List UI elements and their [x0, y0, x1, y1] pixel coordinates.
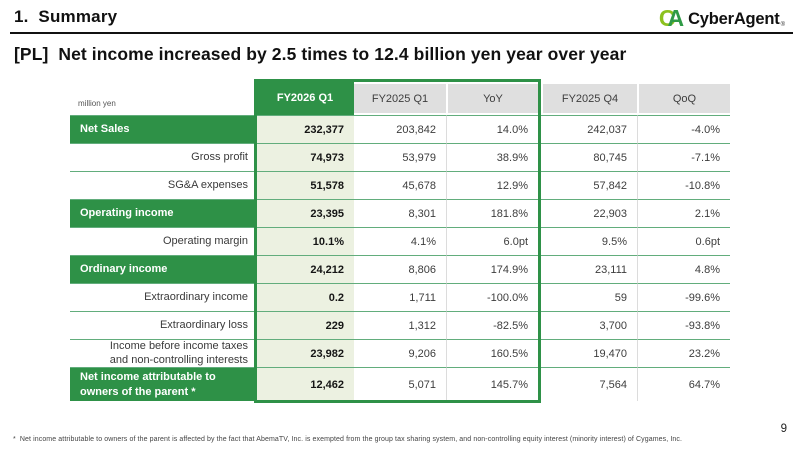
logo-ca-mark-icon: CA	[658, 5, 685, 31]
cell-value: 160.5%	[446, 339, 538, 367]
cell-value: 4.8%	[637, 255, 730, 283]
slide-headline: [PL] Net income increased by 2.5 times t…	[14, 44, 627, 64]
cell-value: 6.0pt	[446, 227, 538, 255]
cell-value: 232,377	[256, 115, 354, 143]
title-divider	[10, 32, 793, 34]
cell-value: -82.5%	[446, 311, 538, 339]
cell-value: 1,312	[354, 311, 446, 339]
cell-value: 9.5%	[543, 227, 637, 255]
row-label: Net Sales	[70, 115, 256, 143]
row-label: Ordinary income	[70, 255, 256, 283]
cell-value: -4.0%	[637, 115, 730, 143]
cell-value: 10.1%	[256, 227, 354, 255]
cell-value: 74,973	[256, 143, 354, 171]
row-label: Net income attributable to owners of the…	[70, 367, 256, 401]
cell-value: 0.6pt	[637, 227, 730, 255]
cell-value: 9,206	[354, 339, 446, 367]
cell-value: 22,903	[543, 199, 637, 227]
cell-value: -10.8%	[637, 171, 730, 199]
logo-wordmark: CyberAgent	[688, 9, 780, 28]
cell-value: 53,979	[354, 143, 446, 171]
cell-value: 3,700	[543, 311, 637, 339]
cell-value: 12.9%	[446, 171, 538, 199]
cell-value: 1,711	[354, 283, 446, 311]
cell-value: -93.8%	[637, 311, 730, 339]
cell-value: 5,071	[354, 367, 446, 401]
cyberagent-logo: CA CyberAgent ®	[658, 5, 785, 31]
cell-value: 57,842	[543, 171, 637, 199]
row-label: Extraordinary income	[70, 283, 256, 311]
registered-mark-icon: ®	[780, 22, 785, 28]
cell-value: 23.2%	[637, 339, 730, 367]
cell-value: 12,462	[256, 367, 354, 401]
cell-value: 24,212	[256, 255, 354, 283]
footnote-text: Net income attributable to owners of the…	[19, 436, 683, 443]
column-header-fy2026-q1: FY2026 Q1	[256, 81, 354, 115]
cell-value: 38.9%	[446, 143, 538, 171]
cell-value: 4.1%	[354, 227, 446, 255]
column-header-yoy: YoY	[446, 84, 538, 113]
row-label: SG&A expenses	[70, 171, 256, 199]
cell-value: -100.0%	[446, 283, 538, 311]
cell-value: 0.2	[256, 283, 354, 311]
cell-value: 23,982	[256, 339, 354, 367]
cell-value: 2.1%	[637, 199, 730, 227]
page-title: 1. Summary	[14, 7, 118, 26]
row-label: Operating income	[70, 199, 256, 227]
row-label: Income before income taxes and non-contr…	[70, 339, 256, 367]
cell-value: 145.7%	[446, 367, 538, 401]
cell-value: 242,037	[543, 115, 637, 143]
cell-value: 19,470	[543, 339, 637, 367]
page-number: 9	[780, 423, 787, 435]
cell-value: 229	[256, 311, 354, 339]
cell-value: 14.0%	[446, 115, 538, 143]
cell-value: 80,745	[543, 143, 637, 171]
cell-value: 8,806	[354, 255, 446, 283]
column-header-fy2025-q4: FY2025 Q4	[543, 84, 637, 113]
footnote: * Net income attributable to owners of th…	[13, 436, 753, 443]
cell-value: 23,395	[256, 199, 354, 227]
row-label: Operating margin	[70, 227, 256, 255]
cell-value: 45,678	[354, 171, 446, 199]
cell-value: 8,301	[354, 199, 446, 227]
column-header-qoq: QoQ	[637, 84, 730, 113]
cell-value: 7,564	[543, 367, 637, 401]
pl-table: million yen FY2026 Q1 FY2025 Q1 YoY FY2025 Q…	[70, 79, 730, 403]
cell-value: 51,578	[256, 171, 354, 199]
footnote-marker: *	[13, 436, 16, 443]
cell-value: 203,842	[354, 115, 446, 143]
row-label: Extraordinary loss	[70, 311, 256, 339]
pl-table-grid: million yen FY2026 Q1 FY2025 Q1 YoY FY2025 Q…	[70, 81, 730, 401]
row-label: Gross profit	[70, 143, 256, 171]
table-unit-label: million yen	[78, 99, 116, 108]
cell-value: 181.8%	[446, 199, 538, 227]
column-header-fy2025-q1: FY2025 Q1	[354, 84, 446, 113]
cell-value: 64.7%	[637, 367, 730, 401]
cell-value: 174.9%	[446, 255, 538, 283]
cell-value: -7.1%	[637, 143, 730, 171]
cell-value: 59	[543, 283, 637, 311]
cell-value: 23,111	[543, 255, 637, 283]
cell-value: -99.6%	[637, 283, 730, 311]
